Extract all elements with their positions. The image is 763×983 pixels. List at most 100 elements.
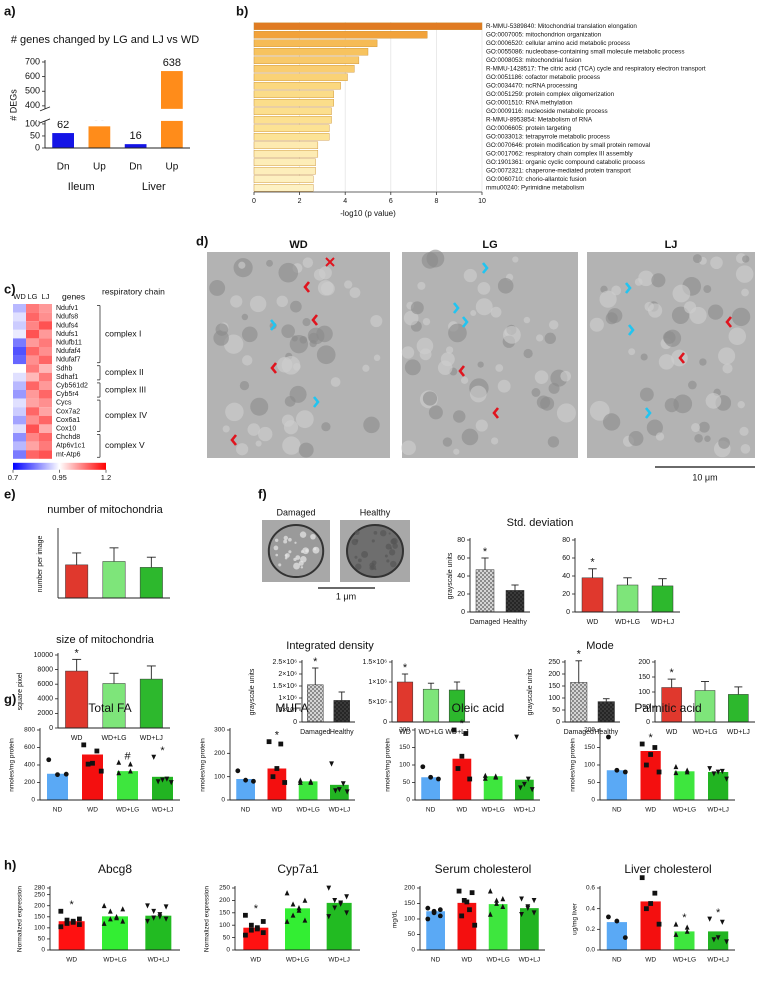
y-tick-label: 50	[223, 934, 231, 941]
chart-title: number of mitochondria	[47, 504, 163, 516]
heatmap-cell	[39, 347, 52, 356]
y-tick-label: 0	[556, 719, 560, 726]
bar-label: GO:0009116: nucleoside metabolic process	[486, 108, 608, 115]
y-tick-label: 60	[457, 555, 465, 562]
heatmap-cell	[26, 450, 39, 459]
texture	[289, 385, 307, 403]
group-header: respiratory chain	[102, 286, 165, 296]
value-label: 62	[57, 119, 69, 131]
texture	[639, 387, 654, 402]
data-point	[98, 768, 104, 774]
data-point	[493, 774, 499, 780]
x-tick-label: WD+LG	[673, 807, 696, 814]
data-point	[463, 731, 469, 736]
heatmap-cell	[26, 329, 39, 339]
axis-break-gap	[37, 108, 192, 121]
data-point	[163, 916, 169, 922]
y-tick-label: 800	[24, 727, 35, 734]
texture	[276, 295, 288, 308]
bar-label: GO:0070646: protein modification by smal…	[486, 142, 650, 149]
x-tick-label: ND	[612, 807, 622, 814]
data-point	[270, 774, 276, 780]
y-tick-label: 1×10⁶	[278, 695, 297, 702]
data-point	[326, 914, 332, 920]
texture	[731, 307, 751, 327]
data-point	[266, 739, 272, 745]
y-tick-label: 280	[34, 885, 45, 892]
y-axis-label: nmoles/mg protein	[200, 738, 207, 792]
texture	[640, 353, 648, 361]
data-point	[707, 766, 713, 772]
micrograph	[207, 252, 390, 458]
data-point	[456, 888, 462, 894]
y-tick-label: 200	[584, 727, 595, 734]
axis-break-slash	[39, 106, 51, 112]
texture	[355, 563, 362, 570]
texture	[302, 318, 311, 327]
chart-title: MUFA	[275, 701, 308, 715]
data-point	[46, 757, 52, 763]
data-point	[160, 777, 165, 783]
heatmap-cell	[26, 304, 39, 313]
data-point	[673, 931, 679, 937]
y-tick-label: 2.5×10⁶	[273, 659, 298, 666]
data-point	[472, 922, 478, 928]
group-label: Ileum	[68, 181, 95, 193]
bar	[117, 771, 138, 800]
data-point	[260, 930, 266, 936]
data-point	[260, 919, 266, 924]
data-point	[302, 897, 308, 903]
data-point	[459, 913, 465, 919]
y-tick-label: 0	[383, 719, 387, 726]
bar	[52, 133, 74, 148]
texture	[556, 403, 576, 423]
data-point	[77, 922, 82, 927]
x-tick-label: Dn	[129, 162, 142, 173]
texture	[469, 385, 487, 403]
texture	[691, 423, 701, 433]
arrow-marker	[230, 434, 238, 446]
texture	[313, 268, 326, 281]
bar-label: GO:1901361: organic cyclic compound cata…	[486, 159, 645, 166]
chart-title: Total FA	[88, 701, 131, 715]
data-point	[622, 769, 628, 775]
bar-label: GO:0006520: cellular amino acid metaboli…	[486, 40, 630, 47]
y-tick-label: 200	[404, 885, 415, 892]
y-tick-label: 40	[457, 573, 465, 580]
data-point	[711, 771, 717, 777]
data-point	[428, 774, 434, 780]
data-point	[151, 754, 157, 760]
texture	[548, 320, 559, 330]
heatmap-cell	[39, 381, 52, 390]
y-tick-label: 0	[411, 947, 415, 954]
heatmap-cell	[26, 338, 39, 347]
y-tick-label: 0	[221, 797, 225, 804]
texture	[673, 394, 693, 414]
texture	[422, 391, 438, 406]
x-tick-label: WD+LJ	[727, 729, 750, 736]
y-axis-label: grayscale units	[249, 668, 256, 715]
x-tick-label: Dn	[57, 162, 70, 173]
texture	[312, 546, 320, 554]
texture	[282, 436, 301, 455]
data-point	[614, 918, 620, 924]
heatmap-cell	[39, 398, 52, 408]
data-point	[120, 906, 126, 912]
heatmap-cell	[13, 372, 26, 382]
colorbar-label: 0.7	[8, 473, 18, 482]
x-tick-label: WD	[399, 729, 411, 736]
bar	[616, 584, 639, 613]
data-point	[164, 776, 170, 782]
texture	[371, 560, 377, 566]
heatmap-cell	[13, 338, 26, 347]
y-tick-label: 0	[566, 609, 570, 616]
y-tick-label: 0	[31, 797, 35, 804]
significance-mark: *	[577, 649, 582, 661]
texture	[371, 539, 375, 543]
texture	[540, 396, 555, 411]
heatmap-cell	[26, 407, 39, 416]
y-tick-label: 400	[24, 762, 35, 769]
texture	[647, 303, 663, 318]
y-tick-label: 8000	[37, 666, 53, 673]
bar	[640, 901, 661, 950]
